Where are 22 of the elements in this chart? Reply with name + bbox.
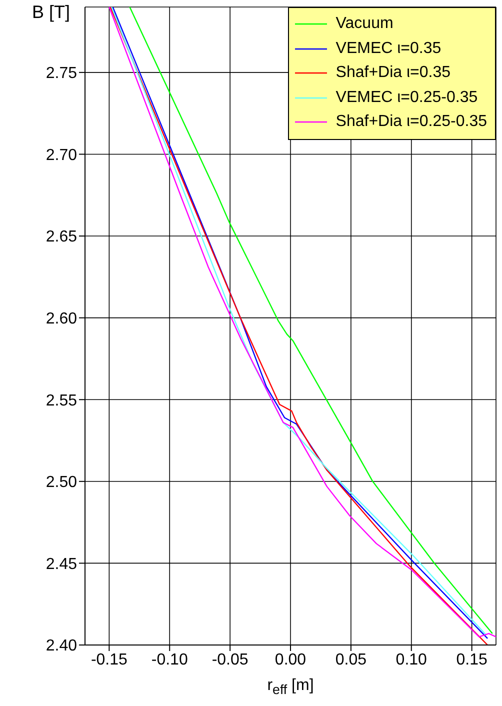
x-tick-label: -0.10 xyxy=(151,651,188,668)
legend-label: Shaf+Dia ι=0.25-0.35 xyxy=(336,113,487,132)
legend-label: Vacuum xyxy=(336,15,394,34)
legend-label: VEMEC ι=0.25-0.35 xyxy=(336,88,478,107)
legend-label: Shaf+Dia ι=0.35 xyxy=(336,64,451,82)
x-tick-label: 0.05 xyxy=(335,651,367,668)
y-tick-label: 2.70 xyxy=(46,146,78,164)
legend-label: VEMEC ι=0.35 xyxy=(336,40,442,58)
x-tick-label: 0.10 xyxy=(396,651,428,668)
y-axis-title: B [T] xyxy=(32,2,70,23)
y-tick-label: 2.55 xyxy=(46,392,78,410)
y-tick-label: 2.40 xyxy=(46,638,78,655)
x-tick-label: -0.05 xyxy=(212,651,248,668)
y-tick-label: 2.50 xyxy=(46,474,78,492)
y-tick-label: 2.75 xyxy=(46,65,78,82)
y-tick-label: 2.65 xyxy=(46,228,78,246)
x-tick-label: 0.00 xyxy=(274,651,306,668)
x-axis-title: r$_{eff}$ [m] xyxy=(266,677,315,698)
y-tick-label: 2.45 xyxy=(46,556,78,573)
y-tick-label: 2.60 xyxy=(46,310,78,328)
x-tick-label: -0.15 xyxy=(90,651,128,668)
x-tick-label: 0.15 xyxy=(456,651,488,668)
